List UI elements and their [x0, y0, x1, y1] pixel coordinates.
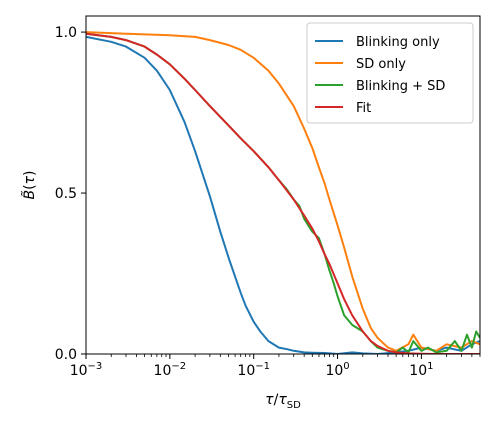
legend-label-0: Blinking only	[356, 35, 440, 50]
y-axis: 0.0 0.5 1.0	[55, 25, 86, 363]
y-tick-label-2: 1.0	[55, 25, 77, 41]
series-line-3	[86, 32, 480, 354]
legend-label-3: Fit	[356, 101, 371, 116]
x-tick-label-2: 10−1	[237, 361, 270, 379]
x-axis-label: τ/τSD	[265, 392, 301, 411]
y-axis-label: B̃(τ)	[21, 171, 38, 200]
x-tick-label-0: 10−3	[70, 361, 103, 379]
x-tick-label-3: 100	[325, 361, 349, 379]
series-layer	[86, 31, 480, 354]
x-axis: 10−3 10−2 10−1 100 101	[70, 354, 481, 379]
x-axis-label-main: τ	[265, 392, 274, 408]
series-line-1	[86, 31, 480, 352]
legend-label-1: SD only	[356, 57, 406, 72]
y-tick-label-1: 0.5	[55, 186, 77, 202]
x-tick-label-4: 101	[409, 361, 433, 379]
plot-frame	[85, 15, 481, 355]
legend-box	[306, 22, 474, 124]
y-tick-label-0: 0.0	[55, 347, 77, 363]
series-line-0	[86, 35, 480, 354]
legend: Blinking only SD only Blinking + SD Fit	[306, 22, 474, 124]
legend-label-2: Blinking + SD	[356, 79, 445, 94]
x-tick-label-1: 10−2	[154, 361, 187, 379]
